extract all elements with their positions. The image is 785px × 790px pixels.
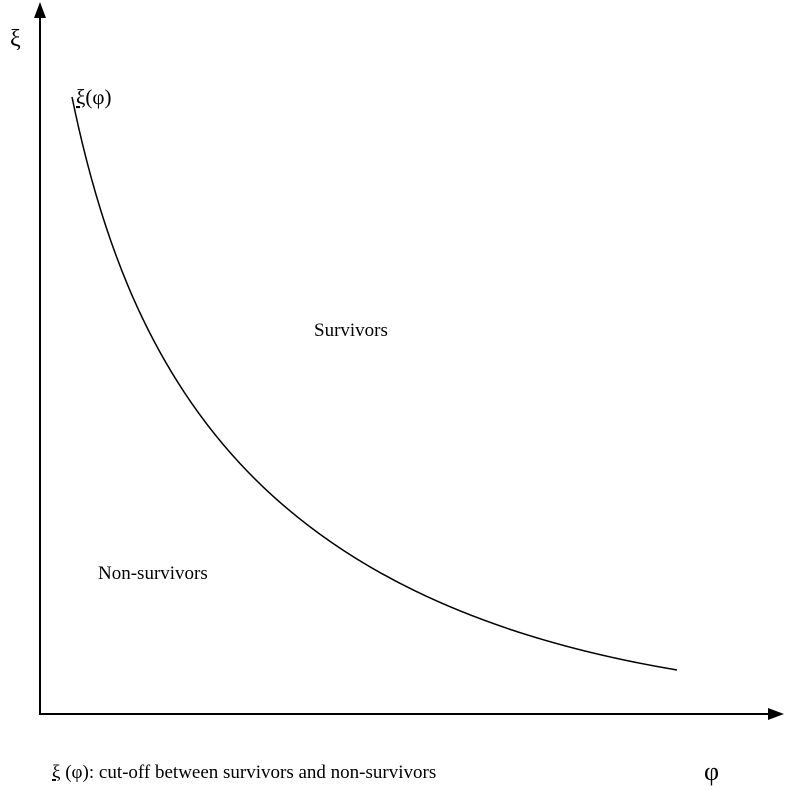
- y-axis-arrow: [34, 2, 46, 18]
- x-axis-arrow: [768, 708, 784, 720]
- caption-symbol: ξ: [52, 762, 61, 783]
- caption-text: (φ): cut-off between survivors and non-s…: [60, 762, 436, 783]
- curve-label: ξ(φ): [76, 85, 111, 109]
- region-label: Survivors: [314, 320, 388, 341]
- region-label: Non-survivors: [98, 563, 208, 584]
- x-axis-label: φ: [704, 757, 719, 786]
- y-axis-label: ξ: [10, 26, 21, 52]
- cutoff-curve: [71, 96, 678, 671]
- curve-label-text: (φ): [85, 85, 111, 109]
- caption: ξ (φ): cut-off between survivors and non…: [52, 762, 436, 783]
- curve-label-symbol: ξ: [76, 85, 85, 109]
